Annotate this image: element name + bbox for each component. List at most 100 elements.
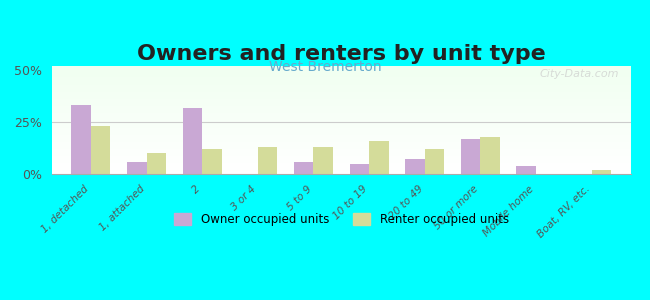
Bar xyxy=(424,149,444,174)
Bar xyxy=(52,158,630,159)
Bar xyxy=(52,100,630,101)
Bar xyxy=(52,155,630,156)
Bar xyxy=(52,138,630,139)
Bar xyxy=(461,139,480,174)
Bar xyxy=(52,97,630,98)
Bar xyxy=(592,170,611,174)
Bar xyxy=(52,96,630,97)
Bar xyxy=(52,154,630,155)
Bar xyxy=(52,122,630,123)
Bar xyxy=(52,82,630,83)
Text: City-Data.com: City-Data.com xyxy=(540,69,619,79)
Bar xyxy=(52,151,630,152)
Bar xyxy=(52,116,630,117)
Bar xyxy=(52,160,630,161)
Bar xyxy=(52,86,630,87)
Bar xyxy=(52,162,630,163)
Bar xyxy=(52,66,630,67)
Bar xyxy=(52,150,630,151)
Legend: Owner occupied units, Renter occupied units: Owner occupied units, Renter occupied un… xyxy=(169,208,514,231)
Bar xyxy=(52,108,630,109)
Bar xyxy=(52,93,630,94)
Bar xyxy=(405,160,424,174)
Bar xyxy=(52,75,630,76)
Bar xyxy=(202,149,222,174)
Bar xyxy=(52,123,630,124)
Bar xyxy=(52,142,630,143)
Bar xyxy=(294,161,313,174)
Bar xyxy=(52,88,630,89)
Bar xyxy=(52,80,630,81)
Bar xyxy=(52,110,630,111)
Bar xyxy=(52,154,630,155)
Bar xyxy=(52,160,630,161)
Bar xyxy=(52,168,630,169)
Bar xyxy=(52,105,630,106)
Bar xyxy=(52,134,630,135)
Bar xyxy=(52,140,630,141)
Bar xyxy=(52,126,630,127)
Bar xyxy=(52,79,630,80)
Bar xyxy=(52,135,630,136)
Bar xyxy=(52,120,630,121)
Bar xyxy=(52,159,630,160)
Bar xyxy=(52,163,630,164)
Bar xyxy=(52,148,630,149)
Bar xyxy=(369,141,389,174)
Bar xyxy=(52,133,630,134)
Bar xyxy=(52,127,630,128)
Text: West Bremerton: West Bremerton xyxy=(268,60,382,74)
Bar xyxy=(52,118,630,119)
Bar xyxy=(52,113,630,114)
Bar xyxy=(52,117,630,118)
Bar xyxy=(52,102,630,103)
Bar xyxy=(52,84,630,85)
Bar xyxy=(52,85,630,86)
Bar xyxy=(52,137,630,138)
Bar xyxy=(52,106,630,107)
Bar xyxy=(52,130,630,131)
Bar xyxy=(52,101,630,102)
Bar xyxy=(52,69,630,70)
Bar xyxy=(52,67,630,68)
Bar xyxy=(52,94,630,95)
Bar xyxy=(52,77,630,78)
Bar xyxy=(52,128,630,129)
Bar xyxy=(52,112,630,113)
Bar xyxy=(52,171,630,172)
Bar xyxy=(52,74,630,75)
Bar xyxy=(52,98,630,99)
Bar xyxy=(258,147,278,174)
Bar xyxy=(52,172,630,173)
Bar xyxy=(52,131,630,132)
Bar xyxy=(52,157,630,158)
Bar xyxy=(52,76,630,77)
Bar xyxy=(52,89,630,90)
Bar xyxy=(52,104,630,105)
Title: Owners and renters by unit type: Owners and renters by unit type xyxy=(137,44,545,64)
Bar xyxy=(52,161,630,162)
Bar xyxy=(52,165,630,166)
Bar xyxy=(183,107,202,174)
Bar xyxy=(127,161,146,174)
Bar xyxy=(52,68,630,69)
Bar xyxy=(52,92,630,93)
Bar xyxy=(52,78,630,79)
Bar xyxy=(52,83,630,84)
Bar xyxy=(52,107,630,108)
Bar xyxy=(52,70,630,71)
Bar xyxy=(91,126,111,174)
Bar xyxy=(52,156,630,157)
Bar xyxy=(350,164,369,174)
Bar xyxy=(52,114,630,115)
Bar xyxy=(52,152,630,153)
Bar xyxy=(52,111,630,112)
Bar xyxy=(72,106,91,174)
Bar xyxy=(517,166,536,174)
Bar xyxy=(52,95,630,96)
Bar xyxy=(52,103,630,104)
Bar xyxy=(52,146,630,147)
Bar xyxy=(52,149,630,150)
Bar xyxy=(52,170,630,171)
Bar xyxy=(52,144,630,145)
